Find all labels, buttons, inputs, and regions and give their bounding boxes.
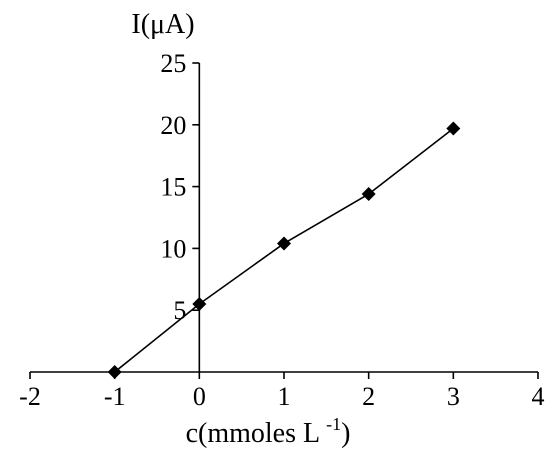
data-point-marker: [192, 297, 207, 312]
data-point-marker: [446, 121, 461, 136]
x-axis-title-suffix: ): [341, 418, 350, 449]
x-tick-label: 3: [447, 382, 460, 411]
y-tick-label: 10: [160, 234, 186, 263]
series-line-segment: [283, 193, 370, 245]
x-axis-title-main: c(mmoles L: [186, 418, 321, 449]
y-tick-label: 20: [160, 111, 186, 140]
y-tick-label: 5: [173, 296, 186, 325]
data-point-marker: [107, 365, 122, 379]
x-axis-title-superscript: -1: [326, 414, 341, 434]
x-ticks-group: -2 -1 0 1 2 3 4: [19, 372, 545, 411]
series-lines-group: [114, 127, 454, 373]
series-line-segment: [114, 303, 200, 373]
x-tick-label: -1: [104, 382, 126, 411]
series-markers-group: [107, 121, 461, 379]
x-tick-label: 0: [193, 382, 206, 411]
y-axis-title: I(μA): [131, 9, 194, 40]
x-tick-label: -2: [19, 382, 41, 411]
series-line-segment: [368, 127, 454, 195]
x-axis-title: c(mmoles L -1): [186, 414, 351, 449]
series-line-segment: [198, 242, 285, 305]
y-tick-label: 25: [160, 49, 186, 78]
x-tick-label: 1: [278, 382, 291, 411]
x-tick-label: 4: [532, 382, 545, 411]
data-point-marker: [361, 187, 376, 202]
y-ticks-group: 5 10 15 20 25: [160, 49, 200, 325]
x-tick-label: 2: [362, 382, 375, 411]
y-tick-label: 15: [160, 173, 186, 202]
data-point-marker: [277, 236, 291, 251]
